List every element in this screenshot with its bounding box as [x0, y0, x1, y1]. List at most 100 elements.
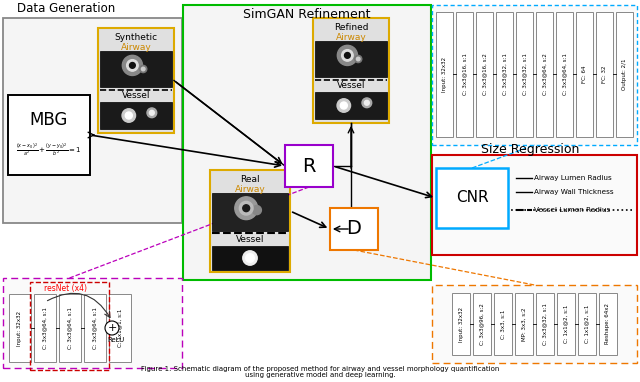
Bar [456, 12, 473, 137]
Text: C: 3x3@32, s:1: C: 3x3@32, s:1 [502, 53, 507, 96]
Bar [315, 41, 387, 77]
Bar [616, 12, 633, 137]
Text: Size Regression: Size Regression [481, 144, 579, 157]
Text: Vessel: Vessel [337, 81, 365, 91]
Bar [599, 293, 617, 355]
Text: Input: 32x32: Input: 32x32 [17, 311, 22, 346]
Bar [84, 294, 106, 362]
Bar [516, 12, 533, 137]
Circle shape [141, 67, 145, 71]
Bar [536, 12, 553, 137]
Circle shape [105, 321, 119, 335]
Circle shape [337, 99, 351, 112]
Text: Reshape: 64x2: Reshape: 64x2 [605, 304, 611, 345]
Bar [515, 293, 533, 355]
Text: Airway: Airway [120, 42, 152, 52]
Bar [452, 293, 470, 355]
Text: C: 3x3@16, s:2: C: 3x3@16, s:2 [482, 53, 487, 96]
Text: MP: 3x3, s:2: MP: 3x3, s:2 [522, 307, 527, 341]
Text: Synthetic: Synthetic [115, 32, 157, 42]
Circle shape [356, 57, 360, 61]
Circle shape [337, 45, 358, 65]
Circle shape [243, 251, 257, 265]
Bar [432, 285, 637, 363]
Text: C: 3x3@64, s:2: C: 3x3@64, s:2 [542, 53, 547, 96]
Bar [30, 282, 109, 370]
Bar [8, 95, 90, 175]
Text: Vessel: Vessel [122, 92, 150, 100]
Text: C: 1x1@2, s:1: C: 1x1@2, s:1 [563, 305, 568, 343]
Bar [330, 208, 378, 250]
Bar [3, 18, 182, 223]
Circle shape [362, 98, 372, 108]
Text: Airway: Airway [335, 32, 366, 42]
Text: C: 3x3@32, s:1: C: 3x3@32, s:1 [543, 303, 547, 345]
Bar [556, 12, 573, 137]
Text: resNet (x4): resNet (x4) [44, 283, 87, 293]
Text: FC: 64: FC: 64 [582, 66, 587, 83]
Text: +: + [108, 323, 116, 333]
Bar [432, 5, 637, 145]
Text: Output: 2/1: Output: 2/1 [622, 59, 627, 90]
Circle shape [140, 65, 147, 73]
Circle shape [122, 109, 136, 122]
Text: Figure 1. Schematic diagram of the proposed method for airway and vessel morphol: Figure 1. Schematic diagram of the propo… [141, 366, 499, 379]
Text: MBG: MBG [30, 111, 68, 129]
Bar [212, 246, 288, 270]
Text: Airway: Airway [235, 185, 266, 194]
Text: Airway Wall Thickness: Airway Wall Thickness [534, 189, 614, 195]
Text: C: 3x3@16, s:1: C: 3x3@16, s:1 [462, 53, 467, 96]
Bar [436, 168, 508, 228]
Circle shape [342, 50, 353, 61]
Text: Airway Lumen Radius: Airway Lumen Radius [534, 175, 612, 181]
Bar [3, 278, 182, 368]
Bar [100, 51, 172, 87]
Text: C: 3x3@32, s:1: C: 3x3@32, s:1 [522, 53, 527, 96]
Circle shape [147, 108, 157, 118]
Text: CNR: CNR [456, 191, 488, 206]
Circle shape [235, 197, 257, 220]
Text: Input: 32x32: Input: 32x32 [458, 306, 463, 342]
Text: Vessel: Vessel [236, 235, 264, 244]
Circle shape [252, 206, 261, 215]
Text: R: R [302, 157, 316, 175]
Circle shape [125, 112, 132, 119]
Text: SimGAN Refinement: SimGAN Refinement [243, 8, 371, 21]
Circle shape [239, 201, 253, 215]
Circle shape [127, 60, 138, 71]
Bar [436, 12, 453, 137]
Text: C: 3x3@64, s:1: C: 3x3@64, s:1 [42, 307, 47, 349]
Bar [34, 294, 56, 362]
Bar [285, 145, 333, 187]
Bar [183, 5, 431, 280]
Bar [557, 293, 575, 355]
Bar [210, 170, 290, 272]
Text: $\frac{(x-x_0)^2}{a^2}+\frac{(y-y_0)^2}{b^2}=1$: $\frac{(x-x_0)^2}{a^2}+\frac{(y-y_0)^2}{… [16, 141, 82, 159]
Bar [432, 155, 637, 255]
Circle shape [364, 100, 369, 105]
Circle shape [344, 52, 350, 58]
Text: C: 3x3@64, s:1: C: 3x3@64, s:1 [67, 307, 72, 349]
Bar [313, 18, 389, 123]
Bar [578, 293, 596, 355]
Text: Vessel Lumen Radius: Vessel Lumen Radius [534, 207, 611, 213]
Circle shape [129, 63, 135, 68]
Circle shape [340, 102, 348, 109]
Text: Real: Real [240, 175, 260, 183]
Circle shape [149, 110, 154, 115]
Bar [496, 12, 513, 137]
Bar [315, 92, 387, 119]
Bar [59, 294, 81, 362]
Text: Data Generation: Data Generation [17, 2, 115, 15]
Bar [109, 294, 131, 362]
Text: FC: 32: FC: 32 [602, 66, 607, 83]
Bar [494, 293, 512, 355]
Bar [576, 12, 593, 137]
Bar [98, 28, 174, 133]
Bar [596, 12, 613, 137]
Circle shape [122, 55, 143, 76]
Circle shape [243, 205, 250, 212]
Bar [9, 294, 31, 362]
Bar [100, 102, 172, 129]
Text: C: 1x1@2, s:1: C: 1x1@2, s:1 [584, 305, 589, 343]
